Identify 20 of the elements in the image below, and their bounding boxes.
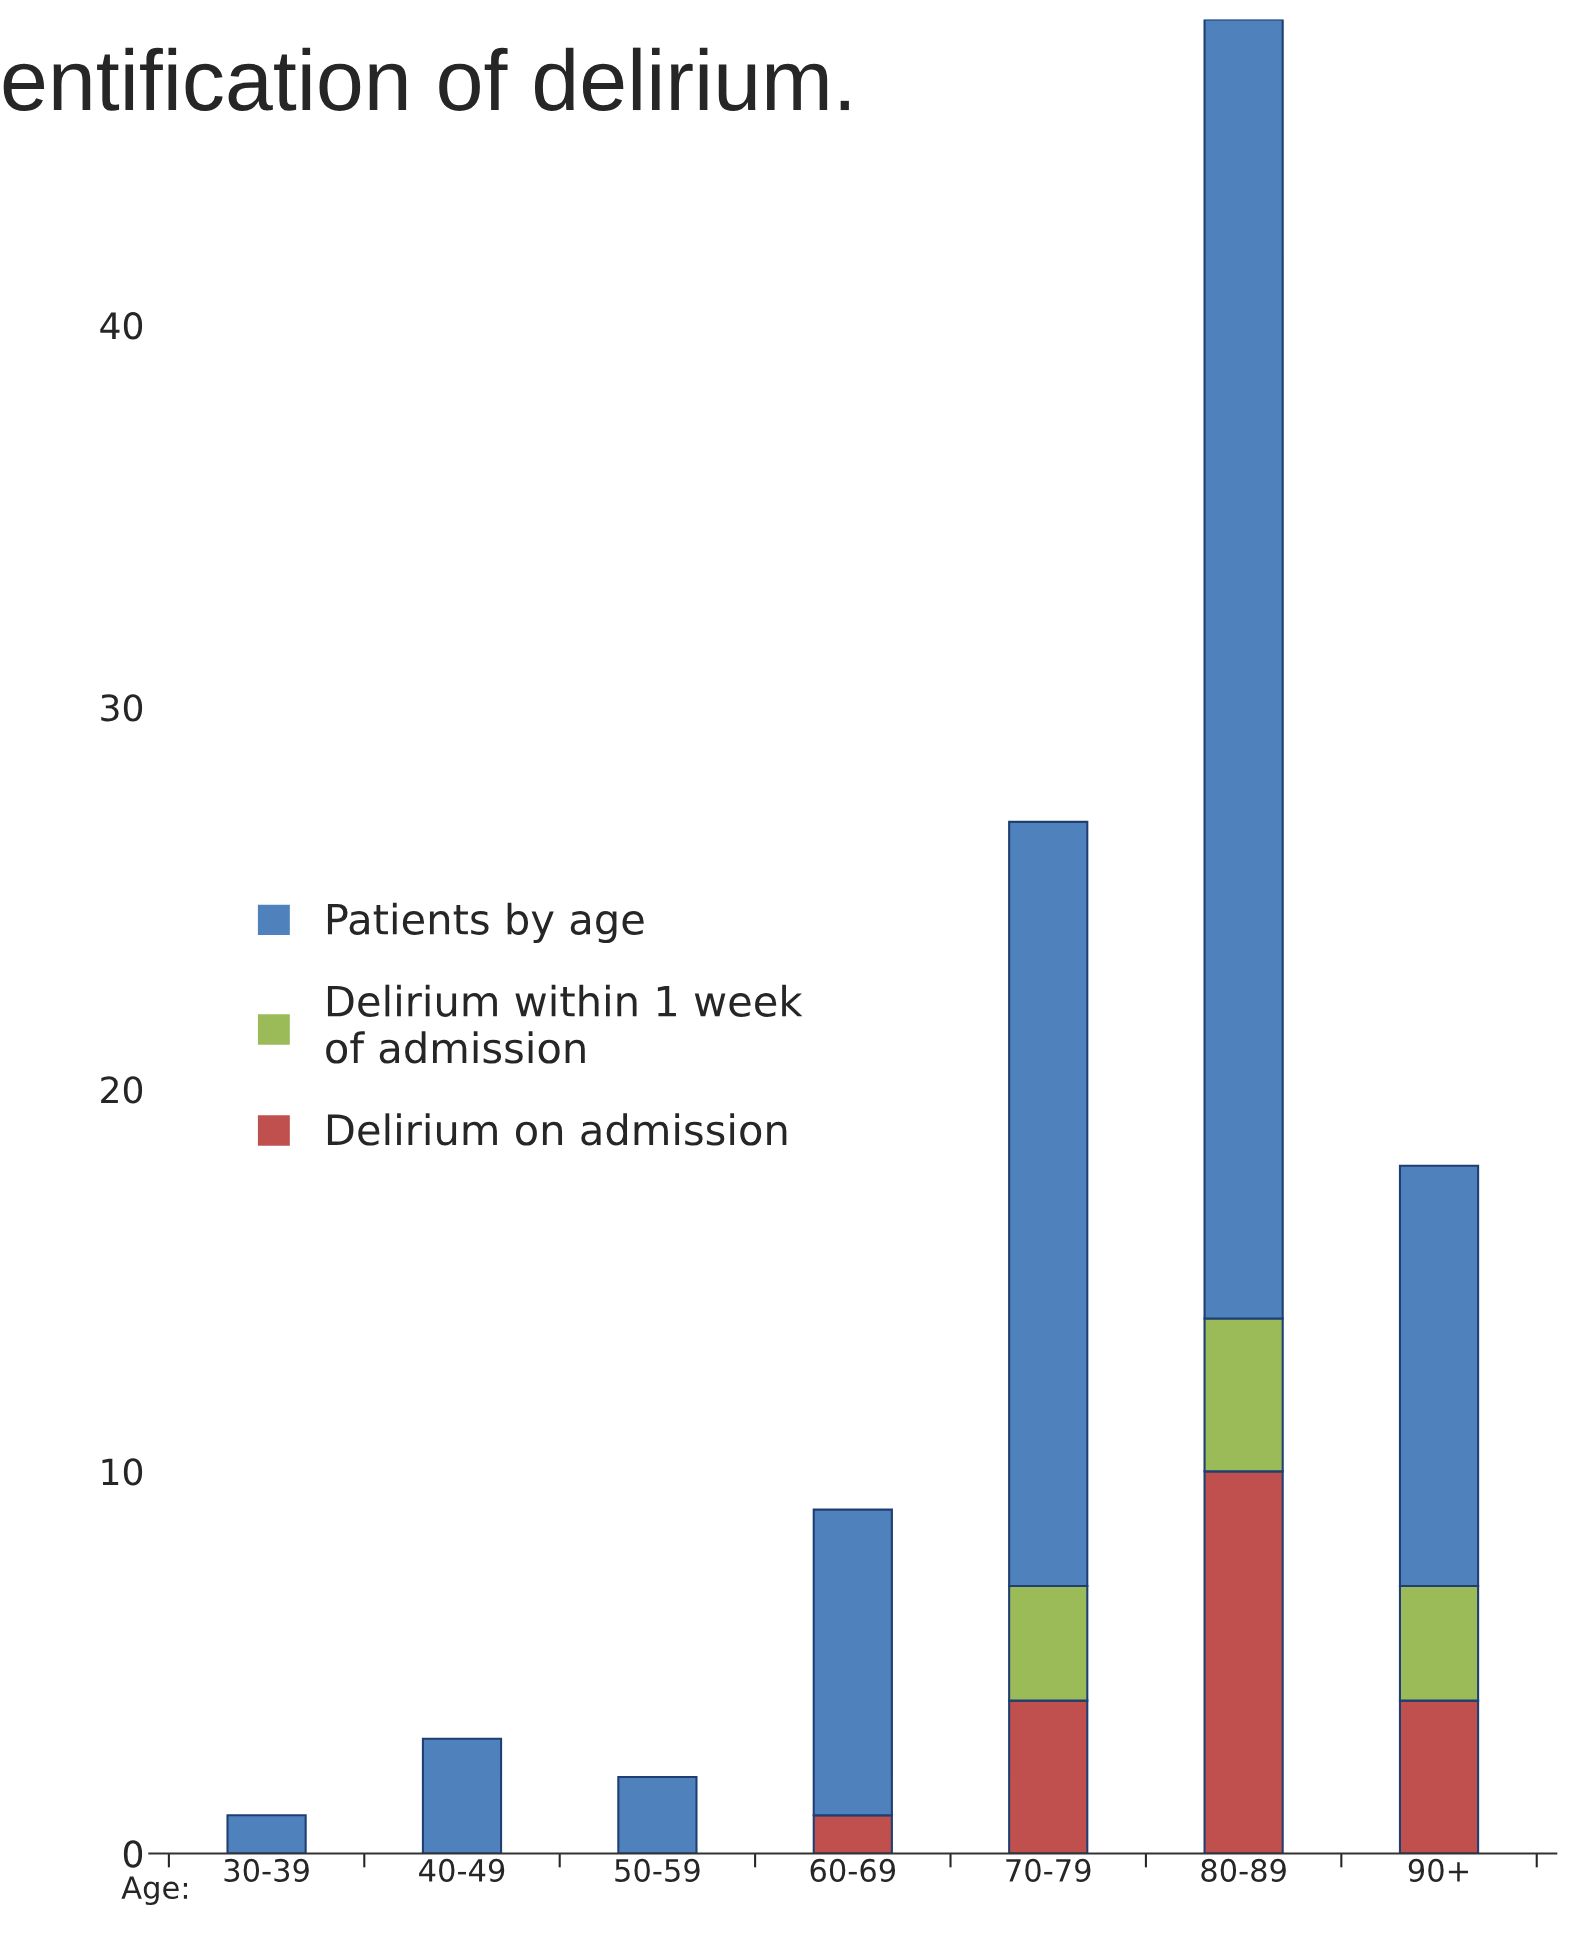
legend-label: Patients by age [327,902,644,944]
legend-label: Delirium within 1 week of admission [326,984,803,1064]
y-tick-label: 20 [101,1076,143,1104]
x-axis-title: Age: [121,1876,188,1906]
y-tick-label: 30 [101,694,143,722]
x-tick-label: 40-49 [419,1858,505,1882]
bar [226,1814,307,1854]
y-tick-label: 40 [100,312,143,340]
x-tick-label: 60-69 [810,1858,896,1882]
x-tick-label: 50-59 [615,1858,700,1882]
x-tick-label: 30-39 [224,1858,309,1882]
x-tick-label: 70-79 [1006,1858,1091,1882]
y-tick-label: 10 [102,1458,143,1486]
bar [617,1776,698,1854]
bar [421,1737,503,1854]
x-tick-label: 90+ [1408,1858,1469,1882]
chart-title: entification of delirium. [3,47,849,111]
y-tick-label: 0 [123,1840,143,1868]
x-tick-label: 80-89 [1201,1858,1286,1882]
legend-label: Delirium on admission [327,1113,787,1146]
